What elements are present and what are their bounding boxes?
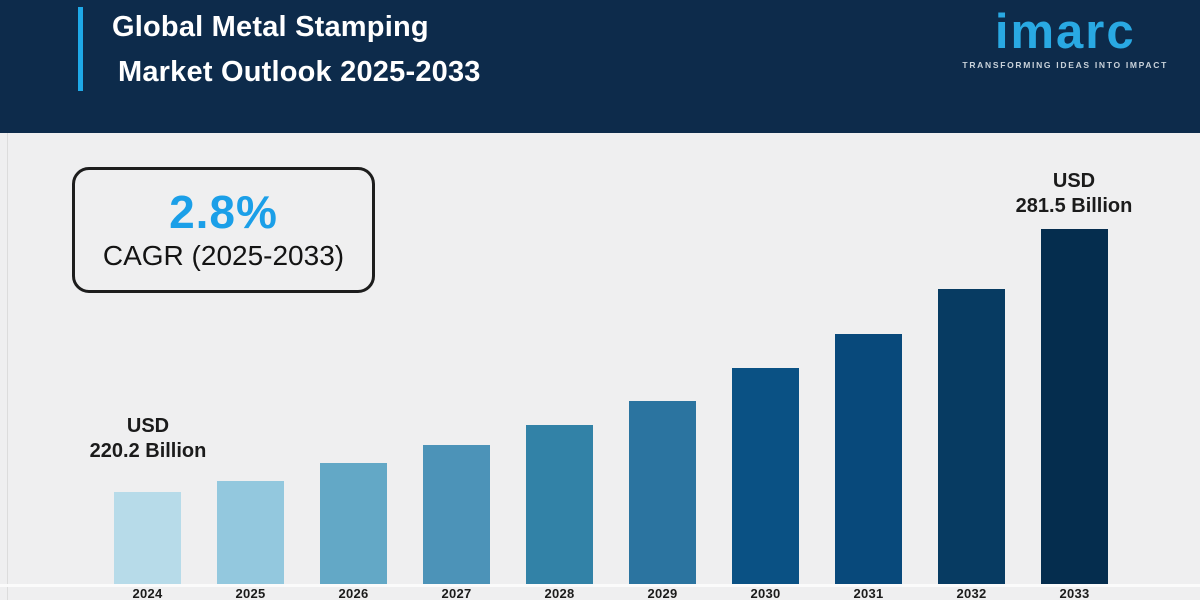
bar-2028 bbox=[526, 425, 593, 584]
start-value-annotation: USD 220.2 Billion bbox=[48, 414, 248, 464]
bar-column-2032: 2032 bbox=[938, 289, 1005, 600]
bar-2026 bbox=[320, 463, 387, 584]
cagr-badge: 2.8% CAGR (2025-2033) bbox=[72, 167, 375, 293]
bar-column-2025: 2025 bbox=[217, 481, 284, 600]
page-title: Global Metal Stamping Market Outlook 202… bbox=[112, 5, 481, 95]
bar-column-2028: 2028 bbox=[526, 425, 593, 600]
bar-2032 bbox=[938, 289, 1005, 584]
x-axis-label-2030: 2030 bbox=[750, 586, 781, 600]
header: Global Metal Stamping Market Outlook 202… bbox=[0, 0, 1200, 133]
bar-2027 bbox=[423, 445, 490, 584]
x-axis-label-2032: 2032 bbox=[956, 586, 987, 600]
bar-column-2033: 2033 bbox=[1041, 229, 1108, 600]
bar-2025 bbox=[217, 481, 284, 584]
bar-2033 bbox=[1041, 229, 1108, 584]
bar-column-2031: 2031 bbox=[835, 334, 902, 600]
page-title-line2: Market Outlook 2025-2033 bbox=[118, 56, 481, 88]
x-axis-label-2029: 2029 bbox=[647, 586, 678, 600]
bar-column-2026: 2026 bbox=[320, 463, 387, 600]
bar-column-2030: 2030 bbox=[732, 368, 799, 600]
bar-column-2027: 2027 bbox=[423, 445, 490, 600]
imarc-logo-text: imarc bbox=[994, 5, 1136, 59]
bar-column-2029: 2029 bbox=[629, 401, 696, 600]
chart-body: 2.8% CAGR (2025-2033) USD 220.2 Billion … bbox=[0, 133, 1200, 600]
end-value-annotation: USD 281.5 Billion bbox=[974, 169, 1174, 219]
cagr-label: CAGR (2025-2033) bbox=[102, 240, 345, 271]
x-axis-label-2031: 2031 bbox=[853, 586, 884, 600]
cagr-value: 2.8% bbox=[169, 186, 278, 238]
bar-2030 bbox=[732, 368, 799, 584]
start-value-currency: USD bbox=[126, 415, 170, 437]
title-accent-bar bbox=[78, 7, 83, 91]
x-axis-label-2027: 2027 bbox=[441, 586, 472, 600]
bar-2029 bbox=[629, 401, 696, 584]
end-value-amount: 281.5 Billion bbox=[1015, 195, 1133, 217]
x-axis-label-2024: 2024 bbox=[132, 586, 163, 600]
imarc-logo: imarc TRANSFORMING IDEAS INTO IMPACT bbox=[962, 5, 1168, 71]
bar-column-2024: 2024 bbox=[114, 492, 181, 600]
bar-chart: 2024 2025 2026 2027 2028 2029 2030 2031 2032 2033 bbox=[114, 228, 1108, 600]
x-axis-label-2033: 2033 bbox=[1059, 586, 1090, 600]
bar-2031 bbox=[835, 334, 902, 584]
start-value-amount: 220.2 Billion bbox=[89, 440, 207, 462]
bar-2024 bbox=[114, 492, 181, 584]
x-axis-label-2025: 2025 bbox=[235, 586, 266, 600]
left-edge-rule bbox=[7, 133, 8, 600]
chart-baseline bbox=[0, 584, 1200, 587]
imarc-logo-tagline: TRANSFORMING IDEAS INTO IMPACT bbox=[962, 60, 1168, 70]
x-axis-label-2028: 2028 bbox=[544, 586, 575, 600]
x-axis-label-2026: 2026 bbox=[338, 586, 369, 600]
page-title-line1: Global Metal Stamping bbox=[112, 11, 429, 43]
end-value-currency: USD bbox=[1052, 170, 1096, 192]
